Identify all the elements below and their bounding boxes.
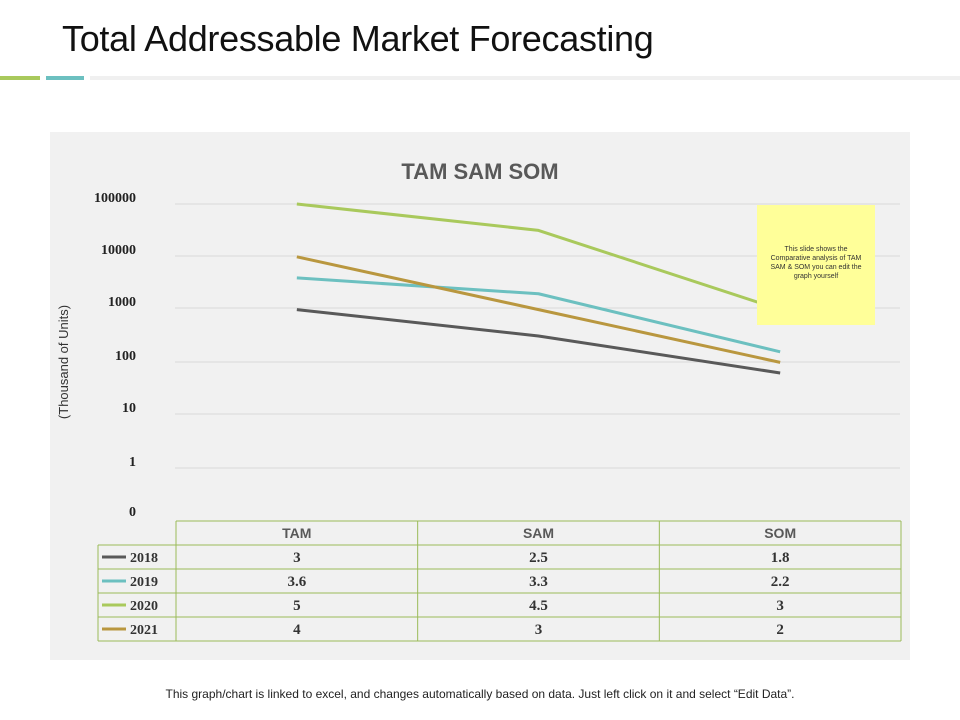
series-line-2020 bbox=[296, 202, 781, 312]
page-title: Total Addressable Market Forecasting bbox=[62, 18, 654, 59]
category-label: TAM bbox=[282, 525, 311, 541]
series-line-2018 bbox=[296, 308, 781, 375]
data-cell: 4.5 bbox=[529, 598, 548, 614]
footer-note: This graph/chart is linked to excel, and… bbox=[165, 687, 795, 701]
data-cell: 3.6 bbox=[287, 574, 306, 590]
series-line-2021 bbox=[296, 255, 781, 364]
legend-label: 2019 bbox=[130, 575, 158, 590]
line-chart[interactable]: TAM SAM SOM (Thousand of Units) 0 1 10 100 100… bbox=[50, 132, 910, 660]
legend-label: 2021 bbox=[130, 623, 158, 638]
y-tick-label: 1 bbox=[129, 455, 136, 470]
data-cell: 2 bbox=[776, 622, 784, 638]
y-tick-label: 0 bbox=[129, 505, 136, 520]
legend-label: 2020 bbox=[130, 599, 158, 614]
sticky-note: This slide shows the Comparative analysi… bbox=[757, 205, 875, 325]
category-label: SOM bbox=[764, 525, 796, 541]
accent-bar-teal bbox=[46, 76, 84, 80]
title-divider bbox=[90, 76, 960, 80]
data-cell: 3 bbox=[293, 550, 301, 566]
y-tick-label: 100000 bbox=[94, 191, 136, 206]
y-tick-label: 10000 bbox=[101, 243, 136, 258]
data-cell: 2.5 bbox=[529, 550, 548, 566]
category-label: SAM bbox=[523, 525, 554, 541]
y-axis-label: (Thousand of Units) bbox=[56, 305, 71, 419]
data-cell: 2.2 bbox=[771, 574, 790, 590]
data-cell: 3 bbox=[776, 598, 784, 614]
chart-title: TAM SAM SOM bbox=[401, 159, 558, 184]
data-cell: 5 bbox=[293, 598, 301, 614]
data-cell: 4 bbox=[293, 622, 301, 638]
y-tick-label: 10 bbox=[122, 401, 136, 416]
y-tick-label: 1000 bbox=[108, 295, 136, 310]
series-line-2019 bbox=[296, 276, 781, 354]
legend-label: 2018 bbox=[130, 551, 158, 566]
data-cell: 1.8 bbox=[771, 550, 790, 566]
accent-bar-green bbox=[0, 76, 40, 80]
data-cell: 3 bbox=[535, 622, 543, 638]
y-tick-label: 100 bbox=[115, 349, 136, 364]
data-cell: 3.3 bbox=[529, 574, 548, 590]
